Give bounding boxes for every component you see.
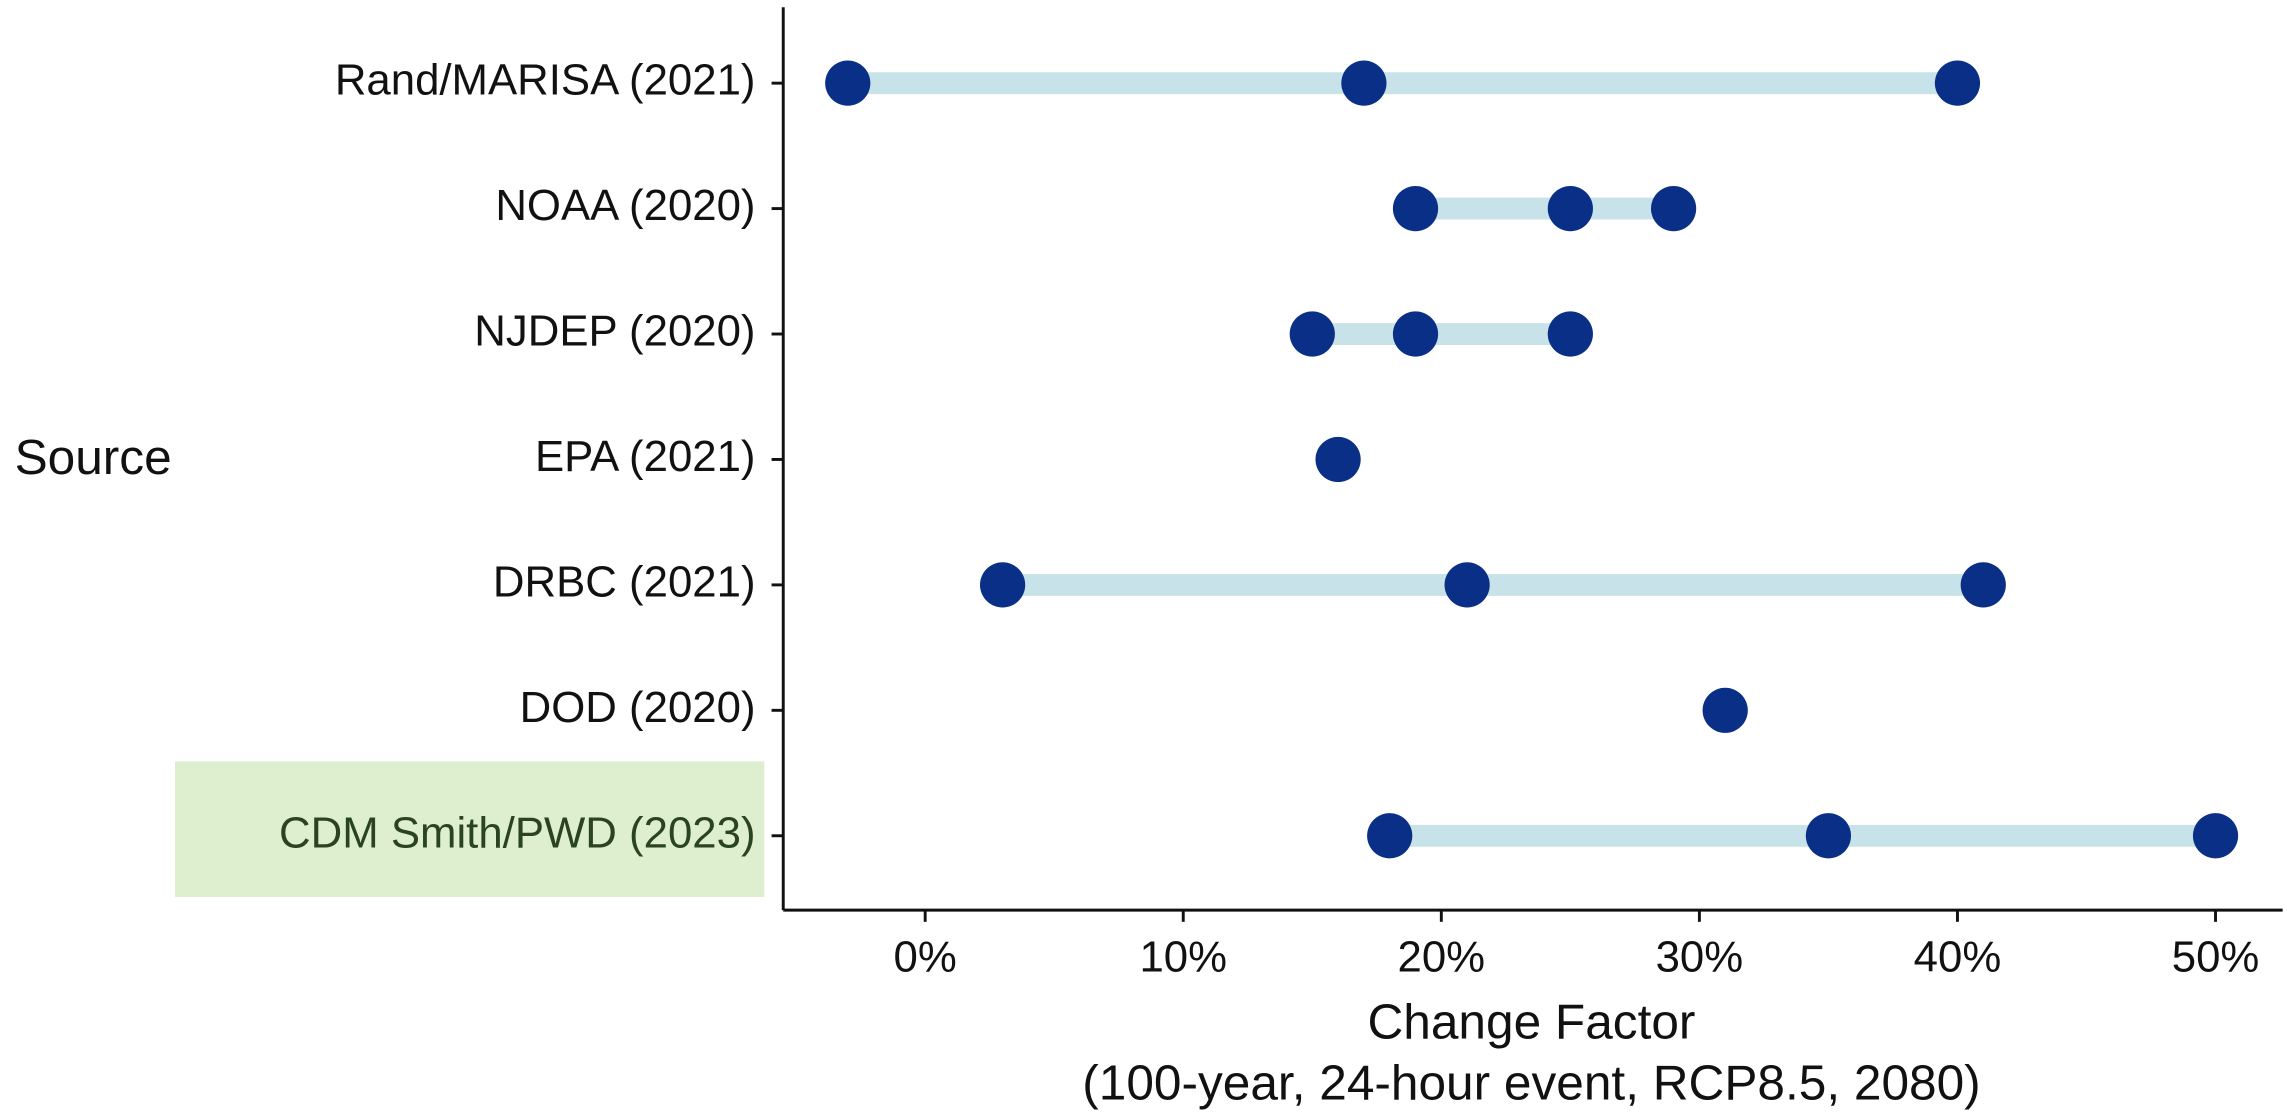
y-tick-label: DOD (2020) bbox=[520, 683, 756, 732]
y-tick-label: NJDEP (2020) bbox=[474, 307, 755, 356]
dot bbox=[1315, 436, 1361, 483]
dot bbox=[1702, 687, 1748, 733]
dot bbox=[1392, 185, 1439, 232]
y-tick-label: DRBC (2021) bbox=[493, 557, 756, 606]
x-tick-label: 40% bbox=[1914, 932, 2002, 981]
x-tick-label: 10% bbox=[1139, 932, 1227, 981]
dot bbox=[979, 562, 1026, 608]
dot bbox=[1547, 185, 1593, 232]
x-tick-label: 20% bbox=[1398, 932, 1486, 981]
x-tick-label: 0% bbox=[894, 932, 957, 981]
x-tick-label: 30% bbox=[1656, 932, 1744, 981]
highlight-box bbox=[175, 761, 765, 898]
dot bbox=[1805, 813, 1852, 859]
dot bbox=[1650, 185, 1697, 232]
y-tick-label: NOAA (2020) bbox=[495, 181, 755, 230]
x-axis-label: Change Factor bbox=[1367, 993, 1695, 1049]
x-axis-label: (100-year, 24-hour event, RCP8.5, 2080) bbox=[1082, 1055, 1980, 1111]
y-tick-label: Rand/MARISA (2021) bbox=[335, 56, 756, 105]
dot bbox=[1547, 311, 1593, 357]
dot bbox=[1392, 311, 1439, 357]
dot bbox=[2192, 813, 2239, 859]
y-axis-label: Source bbox=[15, 429, 172, 485]
dot bbox=[1367, 813, 1413, 859]
dot bbox=[1934, 60, 1981, 106]
dot bbox=[1289, 311, 1335, 357]
x-tick-label: 50% bbox=[2172, 932, 2260, 981]
y-tick-label: CDM Smith/PWD (2023) bbox=[279, 808, 755, 857]
dot bbox=[825, 60, 871, 106]
y-tick-label: EPA (2021) bbox=[535, 432, 756, 481]
dot bbox=[1444, 562, 1490, 608]
dot bbox=[1960, 562, 2006, 608]
dot bbox=[1341, 60, 1387, 106]
